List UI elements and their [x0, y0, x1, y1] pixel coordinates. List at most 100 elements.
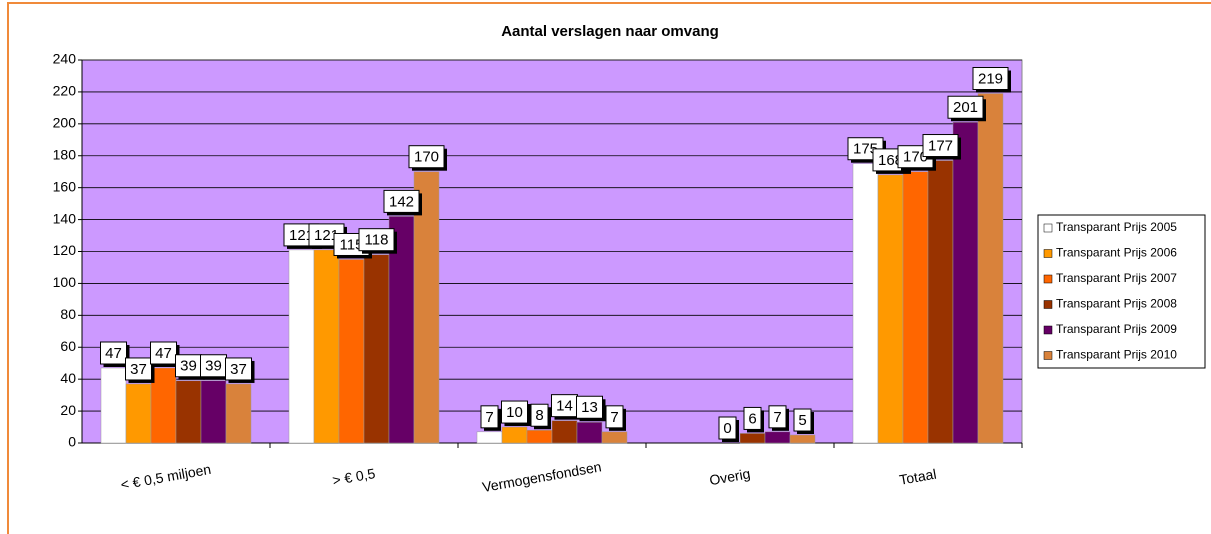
label-box: [501, 400, 528, 424]
bar: [100, 367, 127, 444]
label-box: [100, 341, 127, 365]
data-label: 39: [180, 358, 197, 375]
data-label: 39: [205, 358, 222, 375]
bar: [313, 249, 340, 444]
y-tick-label: 40: [60, 370, 76, 386]
data-label: 142: [389, 193, 414, 210]
legend-label: Transparant Prijs 2007: [1056, 271, 1177, 285]
data-label: 168: [878, 152, 903, 169]
bar: [200, 380, 227, 444]
legend-swatch: [1043, 300, 1053, 309]
y-tick-label: 60: [60, 338, 76, 354]
data-label: 5: [798, 412, 806, 429]
label-box: [743, 406, 762, 430]
bar: [852, 163, 879, 444]
data-label: 8: [535, 407, 543, 424]
bar: [576, 422, 603, 444]
y-tick-label: 180: [53, 146, 77, 162]
legend-label: Transparant Prijs 2005: [1056, 220, 1177, 234]
y-tick-label: 100: [53, 274, 77, 290]
legend-swatch: [1043, 223, 1053, 233]
data-label: 170: [414, 149, 439, 166]
label-box: [718, 416, 737, 440]
bar: [501, 426, 528, 444]
bar: [977, 93, 1004, 444]
legend-swatch: [1043, 249, 1053, 258]
data-label: 47: [155, 345, 172, 362]
label-box: [408, 145, 445, 169]
label-box: [480, 405, 499, 429]
data-label: 121: [289, 227, 314, 244]
legend-swatch: [1043, 274, 1053, 284]
data-label: 219: [978, 70, 1003, 87]
label-box: [125, 357, 152, 381]
y-tick-label: 120: [53, 242, 77, 258]
legend-swatch: [1043, 325, 1053, 335]
data-label: 13: [581, 399, 598, 416]
y-tick-label: 20: [60, 402, 76, 418]
data-label: 0: [723, 420, 731, 437]
data-label: 37: [130, 361, 147, 378]
data-label: 115: [340, 236, 364, 253]
bar: [551, 420, 578, 444]
label-box: [383, 189, 420, 213]
legend-label: Transparant Prijs 2010: [1056, 348, 1177, 362]
data-label: 7: [773, 409, 781, 426]
x-tick-label: Overig: [708, 465, 751, 488]
label-box: [768, 405, 787, 429]
data-label: 175: [853, 141, 878, 158]
label-box: [530, 403, 549, 427]
data-label: 170: [903, 149, 928, 166]
label-box: [922, 134, 959, 158]
legend-label: Transparant Prijs 2006: [1056, 246, 1177, 260]
y-tick-label: 200: [53, 115, 77, 131]
label-box: [947, 95, 984, 119]
frame: [7, 2, 1211, 534]
y-tick-label: 240: [53, 51, 77, 67]
data-label: 6: [748, 410, 756, 427]
bar: [150, 367, 177, 444]
bar: [927, 160, 954, 444]
label-box: [358, 228, 395, 252]
bar: [288, 249, 315, 444]
label-box: [605, 405, 624, 429]
label-box: [972, 67, 1009, 91]
data-label: 118: [365, 232, 389, 249]
x-tick-label: > € 0,5: [331, 465, 377, 488]
data-label: 47: [105, 345, 122, 362]
bar: [476, 431, 503, 444]
label-box: [150, 341, 177, 365]
bar: [601, 431, 628, 444]
bar: [125, 383, 152, 444]
bar: [175, 380, 202, 444]
x-tick-label: < € 0,5 miljoen: [119, 461, 212, 493]
bar: [764, 431, 791, 444]
label-box: [225, 357, 252, 381]
bar: [739, 433, 766, 444]
data-label: 37: [230, 361, 247, 378]
legend-label: Transparant Prijs 2008: [1056, 297, 1177, 311]
y-tick-label: 140: [53, 210, 77, 226]
label-box: [576, 395, 603, 419]
bar: [363, 254, 390, 444]
legend: [1037, 214, 1206, 369]
legend-swatch: [1043, 351, 1053, 360]
data-label: 7: [610, 409, 618, 426]
data-label: 201: [953, 99, 978, 116]
chart-title: Aantal verslagen naar omvang: [501, 23, 719, 40]
data-label: 7: [485, 409, 493, 426]
data-label: 14: [556, 398, 573, 415]
x-tick-label: Totaal: [898, 466, 938, 488]
bar: [877, 174, 904, 444]
x-tick-label: Vermogensfondsen: [481, 458, 603, 495]
bar: [225, 383, 252, 444]
data-label: 121: [314, 227, 339, 244]
bar: [952, 121, 979, 444]
legend-label: Transparant Prijs 2009: [1056, 322, 1177, 336]
bar: [526, 429, 553, 444]
data-label: 10: [506, 404, 523, 421]
y-tick-label: 80: [60, 306, 76, 322]
bar: [789, 434, 816, 444]
y-tick-label: 220: [53, 83, 77, 99]
